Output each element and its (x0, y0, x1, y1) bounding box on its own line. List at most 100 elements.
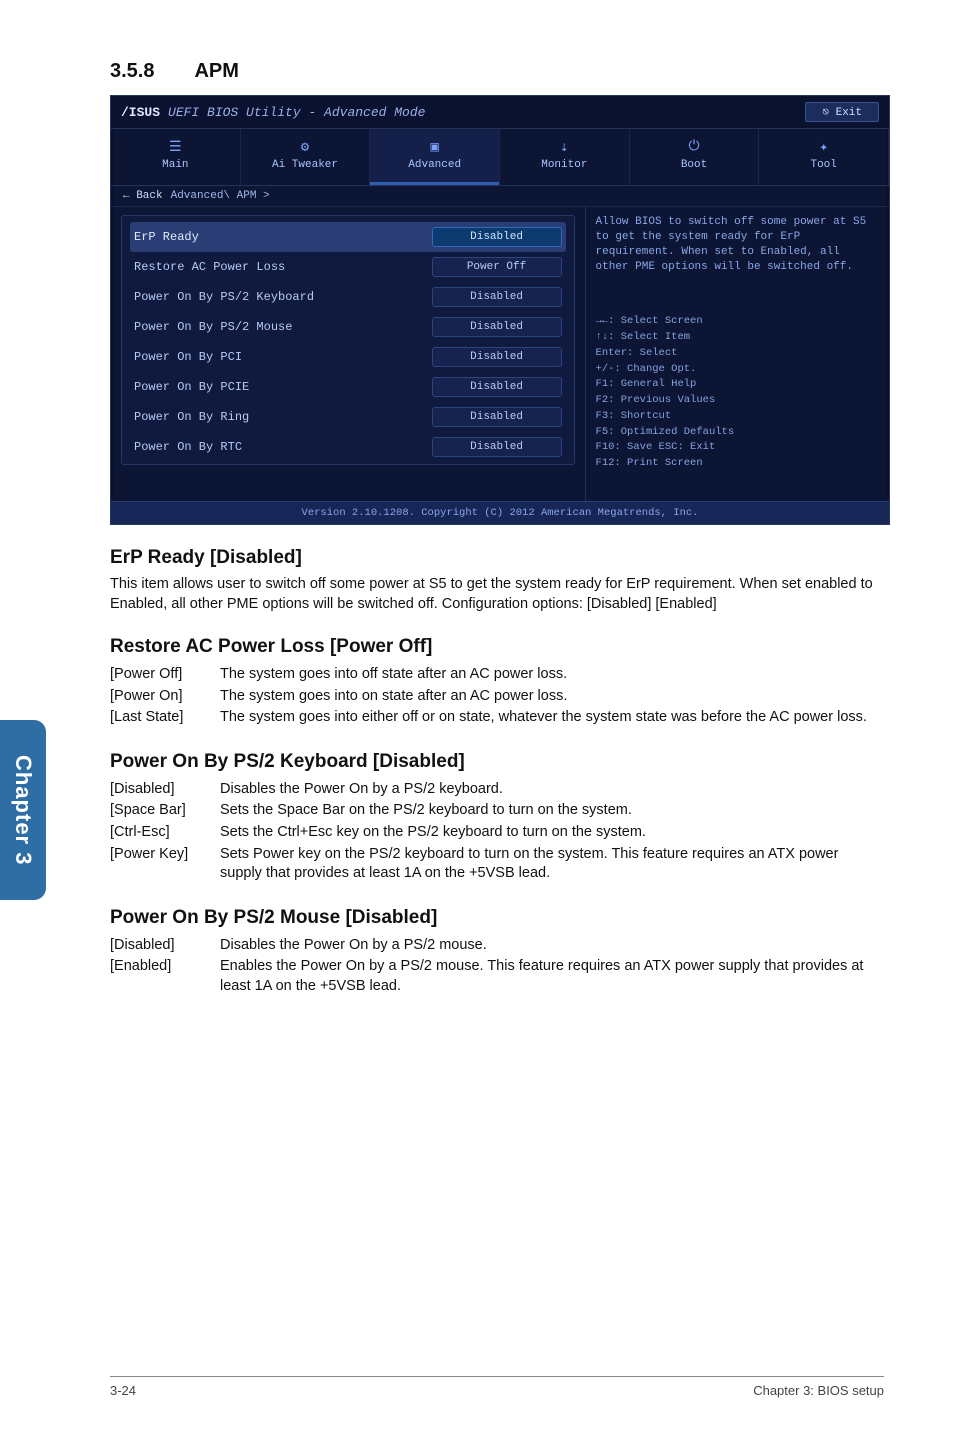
tab-icon: ☰ (115, 139, 236, 153)
bios-option-row[interactable]: Power On By PCIDisabled (130, 342, 566, 372)
option-name: Power On By PS/2 Keyboard (134, 290, 432, 304)
page-footer: 3-24 Chapter 3: BIOS setup (0, 1376, 954, 1398)
option-row: [Ctrl-Esc]Sets the Ctrl+Esc key on the P… (110, 822, 884, 844)
section-number: 3.5.8 (110, 60, 190, 83)
option-key: [Enabled] (110, 956, 220, 997)
bios-tab-advanced[interactable]: ▣Advanced (370, 129, 500, 185)
tab-icon: ⚙ (245, 139, 366, 153)
bios-tab-boot[interactable]: ⏻Boot (630, 129, 760, 185)
bios-option-row[interactable]: Power On By PS/2 MouseDisabled (130, 312, 566, 342)
bios-tab-monitor[interactable]: ⇣ Monitor (500, 129, 630, 185)
bios-help-key: F5: Optimized Defaults (596, 425, 879, 441)
option-key: [Disabled] (110, 935, 220, 957)
option-key: [Power Key] (110, 844, 220, 885)
tab-icon: ▣ (374, 139, 495, 153)
bios-tab-tool[interactable]: ✦ Tool (759, 129, 889, 185)
tab-icon: ⇣ (504, 139, 625, 153)
exit-icon: ⎋ (822, 107, 835, 119)
bios-subtitle: UEFI BIOS Utility - Advanced Mode (168, 105, 425, 120)
option-desc: The system goes into either off or on st… (220, 707, 875, 729)
option-name: ErP Ready (134, 230, 432, 244)
chapter-side-tab: Chapter 3 (0, 720, 46, 900)
option-row: [Disabled]Disables the Power On by a PS/… (110, 935, 884, 957)
option-key: [Ctrl-Esc] (110, 822, 220, 844)
option-name: Power On By RTC (134, 440, 432, 454)
option-name: Power On By PCI (134, 350, 432, 364)
option-key: [Last State] (110, 707, 220, 729)
bios-help-key: F1: General Help (596, 377, 879, 393)
bios-help-key: →←: Select Screen (596, 314, 879, 330)
tab-icon: ✦ (763, 139, 884, 153)
bios-tab-main[interactable]: ☰ Main (111, 129, 241, 185)
chapter-label: Chapter 3: BIOS setup (753, 1383, 884, 1398)
page-number: 3-24 (110, 1383, 136, 1398)
bios-option-row[interactable]: ErP ReadyDisabled (130, 222, 566, 252)
bios-exit-button[interactable]: ⎋ Exit (805, 102, 879, 122)
option-name: Power On By PCIE (134, 380, 432, 394)
option-row: [Last State]The system goes into either … (110, 707, 875, 729)
option-table: [Power Off]The system goes into off stat… (110, 664, 875, 729)
option-row: [Power Key]Sets Power key on the PS/2 ke… (110, 844, 884, 885)
option-desc: The system goes into off state after an … (220, 664, 875, 686)
option-desc: Sets the Ctrl+Esc key on the PS/2 keyboa… (220, 822, 884, 844)
bios-back[interactable]: ← Back (123, 190, 163, 202)
setting-heading: Power On By PS/2 Mouse [Disabled] (110, 907, 884, 929)
option-row: [Disabled]Disables the Power On by a PS/… (110, 779, 884, 801)
option-desc: Sets Power key on the PS/2 keyboard to t… (220, 844, 884, 885)
bios-brand: /ISUS (121, 105, 160, 120)
option-key: [Power On] (110, 686, 220, 708)
setting-heading: Restore AC Power Loss [Power Off] (110, 636, 884, 658)
setting-description: This item allows user to switch off some… (110, 575, 884, 614)
tab-label: Ai Tweaker (272, 159, 338, 171)
section-header: 3.5.8 APM (110, 60, 884, 83)
bios-option-row[interactable]: Power On By PS/2 KeyboardDisabled (130, 282, 566, 312)
bios-help-key: +/-: Change Opt. (596, 362, 879, 378)
bios-help-text: Allow BIOS to switch off some power at S… (596, 215, 879, 274)
option-key: [Space Bar] (110, 800, 220, 822)
tab-label: Tool (810, 159, 836, 171)
bios-help-key: F12: Print Screen (596, 456, 879, 472)
bios-option-row[interactable]: Power On By PCIEDisabled (130, 372, 566, 402)
bios-breadcrumb: Advanced\ APM > (171, 190, 270, 202)
bios-help-key: ↑↓: Select Item (596, 330, 879, 346)
option-desc: The system goes into on state after an A… (220, 686, 875, 708)
option-value[interactable]: Disabled (432, 437, 562, 457)
tab-label: Main (162, 159, 188, 171)
option-row: [Space Bar]Sets the Space Bar on the PS/… (110, 800, 884, 822)
setting-heading: ErP Ready [Disabled] (110, 547, 884, 569)
section-title: APM (194, 60, 238, 82)
option-value[interactable]: Disabled (432, 317, 562, 337)
option-name: Power On By Ring (134, 410, 432, 424)
bios-help-key: F3: Shortcut (596, 409, 879, 425)
option-row: [Power On]The system goes into on state … (110, 686, 875, 708)
option-row: [Enabled]Enables the Power On by a PS/2 … (110, 956, 884, 997)
option-desc: Disables the Power On by a PS/2 mouse. (220, 935, 884, 957)
option-table: [Disabled]Disables the Power On by a PS/… (110, 779, 884, 885)
option-value[interactable]: Disabled (432, 347, 562, 367)
option-desc: Enables the Power On by a PS/2 mouse. Th… (220, 956, 884, 997)
option-row: [Power Off]The system goes into off stat… (110, 664, 875, 686)
option-desc: Sets the Space Bar on the PS/2 keyboard … (220, 800, 884, 822)
option-table: [Disabled]Disables the Power On by a PS/… (110, 935, 884, 998)
option-desc: Disables the Power On by a PS/2 keyboard… (220, 779, 884, 801)
bios-copyright: Version 2.10.1208. Copyright (C) 2012 Am… (111, 501, 889, 524)
option-name: Power On By PS/2 Mouse (134, 320, 432, 334)
option-value[interactable]: Disabled (432, 287, 562, 307)
option-key: [Disabled] (110, 779, 220, 801)
bios-help-key: F10: Save ESC: Exit (596, 440, 879, 456)
tab-label: Monitor (541, 159, 587, 171)
bios-option-row[interactable]: Power On By RTCDisabled (130, 432, 566, 462)
bios-help-key: Enter: Select (596, 346, 879, 362)
exit-label: Exit (836, 107, 862, 119)
bios-option-row[interactable]: Restore AC Power LossPower Off (130, 252, 566, 282)
option-value[interactable]: Power Off (432, 257, 562, 277)
setting-heading: Power On By PS/2 Keyboard [Disabled] (110, 751, 884, 773)
bios-help-key: F2: Previous Values (596, 393, 879, 409)
option-value[interactable]: Disabled (432, 227, 562, 247)
option-name: Restore AC Power Loss (134, 260, 432, 274)
option-value[interactable]: Disabled (432, 377, 562, 397)
option-value[interactable]: Disabled (432, 407, 562, 427)
bios-option-row[interactable]: Power On By RingDisabled (130, 402, 566, 432)
bios-screenshot: /ISUS UEFI BIOS Utility - Advanced Mode … (110, 95, 890, 525)
bios-tab-ai-tweaker[interactable]: ⚙ Ai Tweaker (241, 129, 371, 185)
